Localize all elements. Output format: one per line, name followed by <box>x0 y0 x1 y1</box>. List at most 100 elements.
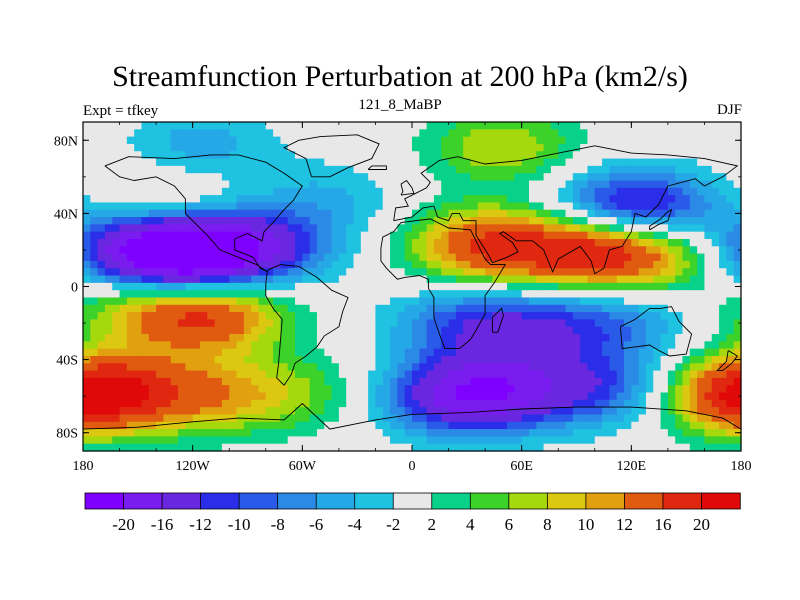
field-cell <box>507 290 515 299</box>
field-cell <box>711 275 720 284</box>
field-cell <box>543 297 552 306</box>
field-cell <box>675 246 684 255</box>
field-cell <box>719 246 727 255</box>
field-cell <box>404 238 413 247</box>
field-cell <box>675 195 684 204</box>
field-cell <box>163 253 172 262</box>
field-cell <box>550 297 559 306</box>
field-cell <box>477 436 486 445</box>
field-cell <box>134 297 143 306</box>
field-cell <box>192 290 201 299</box>
field-cell <box>609 246 618 255</box>
field-cell <box>338 180 347 189</box>
field-cell <box>455 421 464 430</box>
field-cell <box>419 385 428 394</box>
field-cell <box>594 165 603 174</box>
field-cell <box>660 143 669 152</box>
field-cell <box>148 297 157 306</box>
field-cell <box>331 195 340 204</box>
field-cell <box>309 341 318 350</box>
field-cell <box>704 268 713 277</box>
field-cell <box>624 173 632 182</box>
field-cell <box>602 326 610 335</box>
field-cell <box>689 334 698 342</box>
field-cell <box>353 282 362 291</box>
field-cell <box>616 297 625 306</box>
field-cell <box>645 414 654 423</box>
field-cell <box>631 436 640 445</box>
field-cell <box>514 246 523 255</box>
field-cell <box>558 312 567 320</box>
field-cell <box>243 429 252 437</box>
field-cell <box>185 319 194 328</box>
field-cell <box>97 348 106 357</box>
field-cell <box>126 348 135 357</box>
field-cell <box>258 377 267 386</box>
field-cell <box>470 209 479 218</box>
colorbar-label: 2 <box>428 515 437 534</box>
field-cell <box>645 421 654 430</box>
field-cell <box>558 348 567 357</box>
field-cell <box>528 238 537 247</box>
field-cell <box>580 355 589 364</box>
field-cell <box>419 253 428 262</box>
field-cell <box>178 341 186 350</box>
field-cell <box>733 363 742 372</box>
field-cell <box>733 304 742 313</box>
field-cell <box>199 443 208 452</box>
field-cell <box>134 429 143 437</box>
field-cell <box>265 341 274 350</box>
field-cell <box>287 143 296 152</box>
field-cell <box>156 158 165 167</box>
field-cell <box>528 319 537 328</box>
field-cell <box>536 143 545 152</box>
field-cell <box>273 246 281 255</box>
field-cell <box>404 363 413 372</box>
field-cell <box>704 173 713 182</box>
field-cell <box>353 268 362 277</box>
field-cell <box>302 370 311 379</box>
field-cell <box>141 275 150 284</box>
field-cell <box>631 355 640 364</box>
field-cell <box>324 421 333 430</box>
field-cell <box>90 348 99 357</box>
field-cell <box>258 326 267 335</box>
field-cell <box>719 312 727 320</box>
field-cell <box>199 238 208 247</box>
field-cell <box>412 202 420 211</box>
field-cell <box>170 399 179 408</box>
field-cell <box>112 326 121 335</box>
field-cell <box>455 136 464 145</box>
field-cell <box>229 238 238 247</box>
field-cell <box>229 129 238 138</box>
field-cell <box>645 173 654 182</box>
field-cell <box>580 407 589 416</box>
field-cell <box>528 187 537 196</box>
field-cell <box>207 136 216 145</box>
field-cell <box>638 129 647 138</box>
field-cell <box>631 282 640 291</box>
field-cell <box>251 129 260 138</box>
field-cell <box>543 304 552 313</box>
field-cell <box>660 195 669 204</box>
field-cell <box>243 195 252 204</box>
field-cell <box>528 421 537 430</box>
field-cell <box>316 202 325 211</box>
field-cell <box>455 238 464 247</box>
field-cell <box>528 231 537 240</box>
field-cell <box>185 253 194 262</box>
field-cell <box>90 180 99 189</box>
field-cell <box>638 143 647 152</box>
field-cell <box>426 158 435 167</box>
field-cell <box>536 443 545 452</box>
field-cell <box>126 217 135 225</box>
field-cell <box>397 143 406 152</box>
field-cell <box>624 209 632 218</box>
field-cell <box>719 268 727 277</box>
field-cell <box>90 143 99 152</box>
field-cell <box>507 355 515 364</box>
field-cell <box>90 370 99 379</box>
field-cell <box>207 187 216 196</box>
field-cell <box>134 341 143 350</box>
field-cell <box>273 392 281 401</box>
